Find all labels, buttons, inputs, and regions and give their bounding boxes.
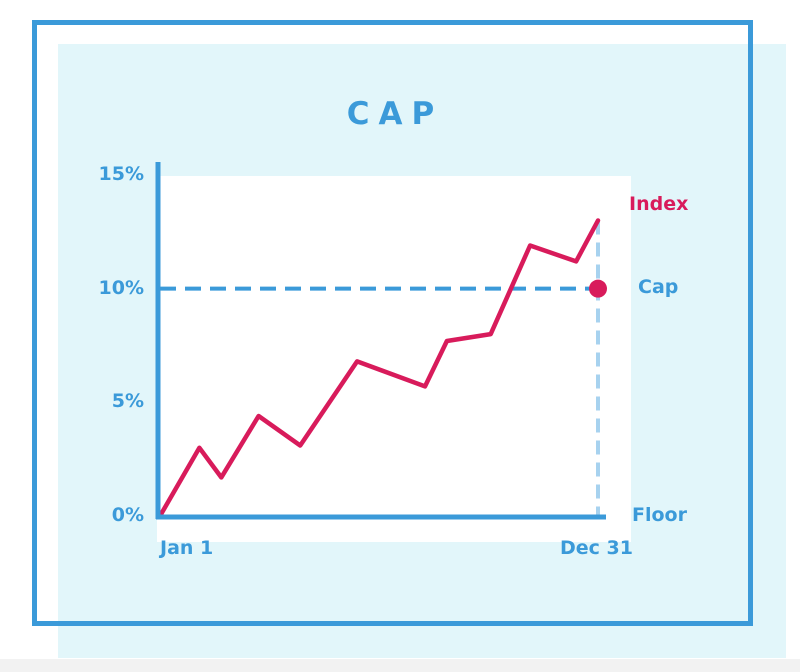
bottom-strip bbox=[0, 659, 800, 672]
x-tick-label-start: Jan 1 bbox=[160, 537, 214, 559]
y-tick-label-10: 10% bbox=[98, 276, 144, 299]
x-tick-label-end: Dec 31 bbox=[560, 537, 633, 559]
floor-label: Floor bbox=[632, 504, 687, 526]
chart-frame bbox=[32, 20, 753, 626]
chart-title: CAP bbox=[346, 96, 444, 132]
y-tick-label-5: 5% bbox=[111, 390, 144, 413]
y-tick-label-15: 15% bbox=[98, 163, 144, 185]
y-tick-label-0: 0% bbox=[111, 504, 144, 526]
index-series-label: Index bbox=[629, 193, 689, 216]
cap-label: Cap bbox=[638, 275, 679, 298]
index-series-line bbox=[157, 218, 601, 519]
plot-area bbox=[157, 176, 631, 542]
cap-marker bbox=[589, 279, 607, 298]
